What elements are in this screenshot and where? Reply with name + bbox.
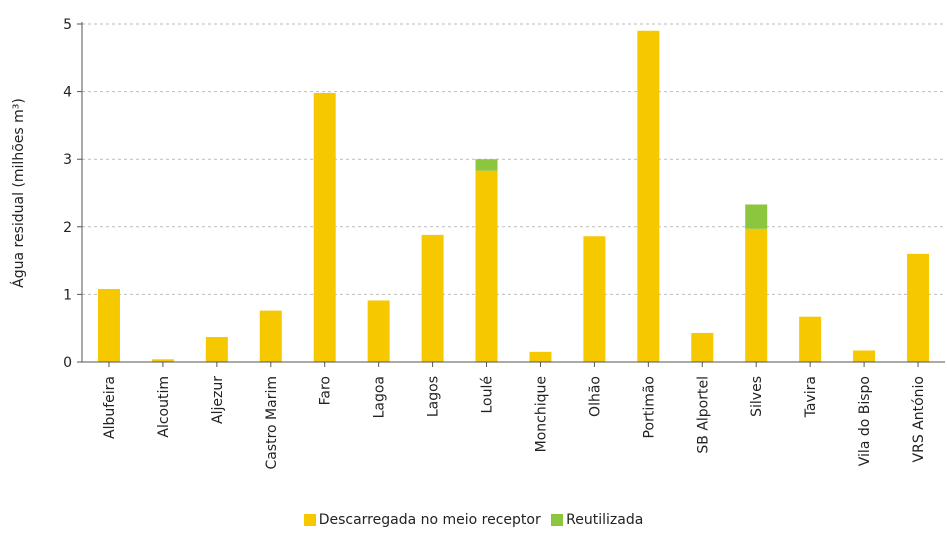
bar-discharged xyxy=(745,228,768,362)
bar-reused xyxy=(475,159,498,171)
bar-discharged xyxy=(529,351,552,362)
legend-item-reused: Reutilizada xyxy=(551,512,643,528)
y-tick-label: 4 xyxy=(63,85,72,101)
legend-swatch-reused xyxy=(551,514,564,526)
x-tick-label: Alcoutim xyxy=(156,376,172,438)
bar-discharged xyxy=(799,316,822,362)
y-tick-label: 1 xyxy=(63,287,72,303)
bar-discharged xyxy=(853,350,876,362)
gridlines xyxy=(82,23,945,295)
legend: Descarregada no meio receptor Reutilizad… xyxy=(0,512,947,530)
x-tick-label: Castro Marim xyxy=(264,376,280,470)
x-tick-label: Loulé xyxy=(480,376,496,414)
legend-item-discharged: Descarregada no meio receptor xyxy=(303,512,541,528)
x-tick-label: Faro xyxy=(318,376,334,405)
legend-label-reused: Reutilizada xyxy=(566,512,644,528)
x-tick-label: Olhão xyxy=(587,376,603,417)
x-tick-label: VRS António xyxy=(911,376,927,462)
y-tick-label: 5 xyxy=(63,17,72,33)
x-tick-label: Silves xyxy=(749,376,765,417)
bar-discharged xyxy=(421,234,444,362)
bars xyxy=(97,30,930,363)
bar-discharged xyxy=(475,170,498,362)
bar-discharged xyxy=(151,359,174,362)
y-tick-label: 2 xyxy=(63,220,72,236)
x-tick-label: Lagos xyxy=(426,376,442,417)
bar-discharged xyxy=(97,288,120,362)
x-tick-label: SB Alportel xyxy=(695,376,711,454)
bar-discharged xyxy=(691,332,714,362)
x-axis: Albufeira Alcoutim Aljezur Castro Marim Faro… xyxy=(82,361,945,470)
y-axis-title: Água residual (milhões m³) xyxy=(10,98,27,288)
bar-discharged xyxy=(205,336,228,362)
bar-discharged xyxy=(583,236,606,362)
legend-swatch-discharged xyxy=(303,514,316,526)
legend-label-discharged: Descarregada no meio receptor xyxy=(318,512,541,528)
x-tick-label: Albufeira xyxy=(102,376,118,439)
x-tick-label: Monchique xyxy=(533,376,549,452)
bar-discharged xyxy=(367,300,390,362)
x-tick-label: Tavira xyxy=(803,376,819,418)
x-tick-label: Portimão xyxy=(641,376,657,438)
y-tick-label: 0 xyxy=(63,355,72,371)
bar-discharged xyxy=(907,253,930,362)
y-tick-label: 3 xyxy=(63,152,72,168)
y-axis: 0 1 2 3 4 5 xyxy=(63,17,83,371)
x-tick-label: Vila do Bispo xyxy=(857,376,873,466)
x-tick-label: Lagoa xyxy=(372,376,388,418)
bar-discharged xyxy=(637,30,660,362)
bar-discharged xyxy=(313,92,336,363)
bar-reused xyxy=(745,204,768,229)
bar-discharged xyxy=(259,310,282,362)
x-tick-label: Aljezur xyxy=(210,376,226,424)
